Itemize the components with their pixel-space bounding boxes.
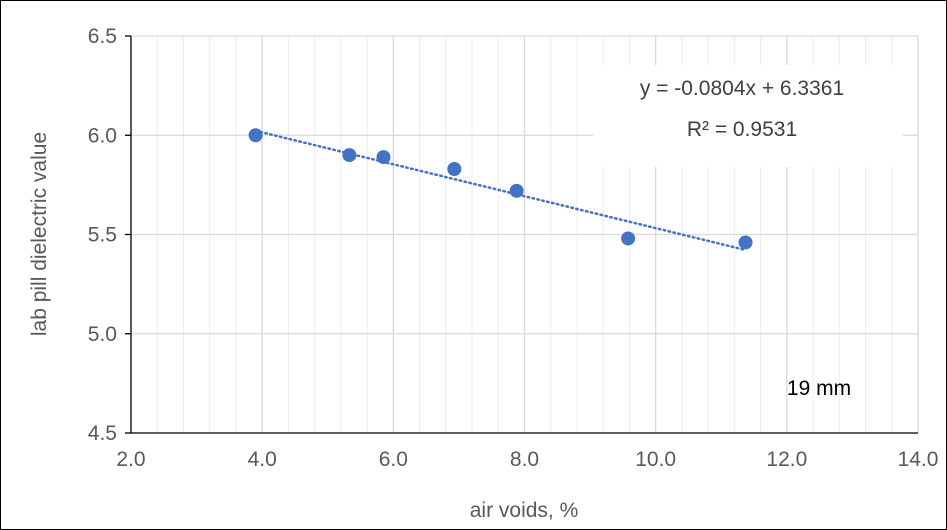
- trendline-r-squared: R² = 0.9531: [687, 118, 797, 141]
- equation-box: [593, 65, 903, 167]
- y-tick-label: 4.5: [88, 422, 117, 445]
- y-tick-label: 6.0: [88, 124, 117, 147]
- data-point: [376, 150, 391, 165]
- x-tick-label: 14.0: [898, 448, 939, 471]
- y-tick-label: 5.0: [88, 323, 117, 346]
- axes: [125, 35, 918, 434]
- y-axis-title: lab pill dielectric value: [28, 132, 51, 336]
- size-annotation: 19 mm: [787, 377, 851, 400]
- x-axis-title: air voids, %: [470, 499, 579, 522]
- data-point: [248, 128, 263, 143]
- data-point: [509, 183, 524, 198]
- trendline-equation: y = -0.0804x + 6.3361: [640, 77, 844, 100]
- data-points: [248, 128, 753, 250]
- x-tick-label: 6.0: [379, 448, 408, 471]
- x-tick-label: 4.0: [248, 448, 277, 471]
- linear-trendline: [254, 129, 747, 252]
- x-tick-labels: 2.0 4.0 6.0 8.0 10.0 12.0 14.0: [116, 448, 938, 471]
- y-tick-label: 5.5: [88, 224, 117, 247]
- y-tick-labels: 4.5 5.0 5.5 6.0 6.5: [88, 25, 117, 445]
- y-tick-label: 6.5: [88, 25, 117, 48]
- x-tick-label: 10.0: [635, 448, 676, 471]
- data-point: [447, 161, 462, 176]
- trendline-group: [254, 129, 747, 252]
- data-point: [621, 231, 636, 246]
- x-tick-label: 12.0: [766, 448, 807, 471]
- x-tick-label: 8.0: [510, 448, 539, 471]
- x-tick-label: 2.0: [116, 448, 145, 471]
- data-point: [738, 235, 753, 250]
- data-point: [342, 148, 357, 163]
